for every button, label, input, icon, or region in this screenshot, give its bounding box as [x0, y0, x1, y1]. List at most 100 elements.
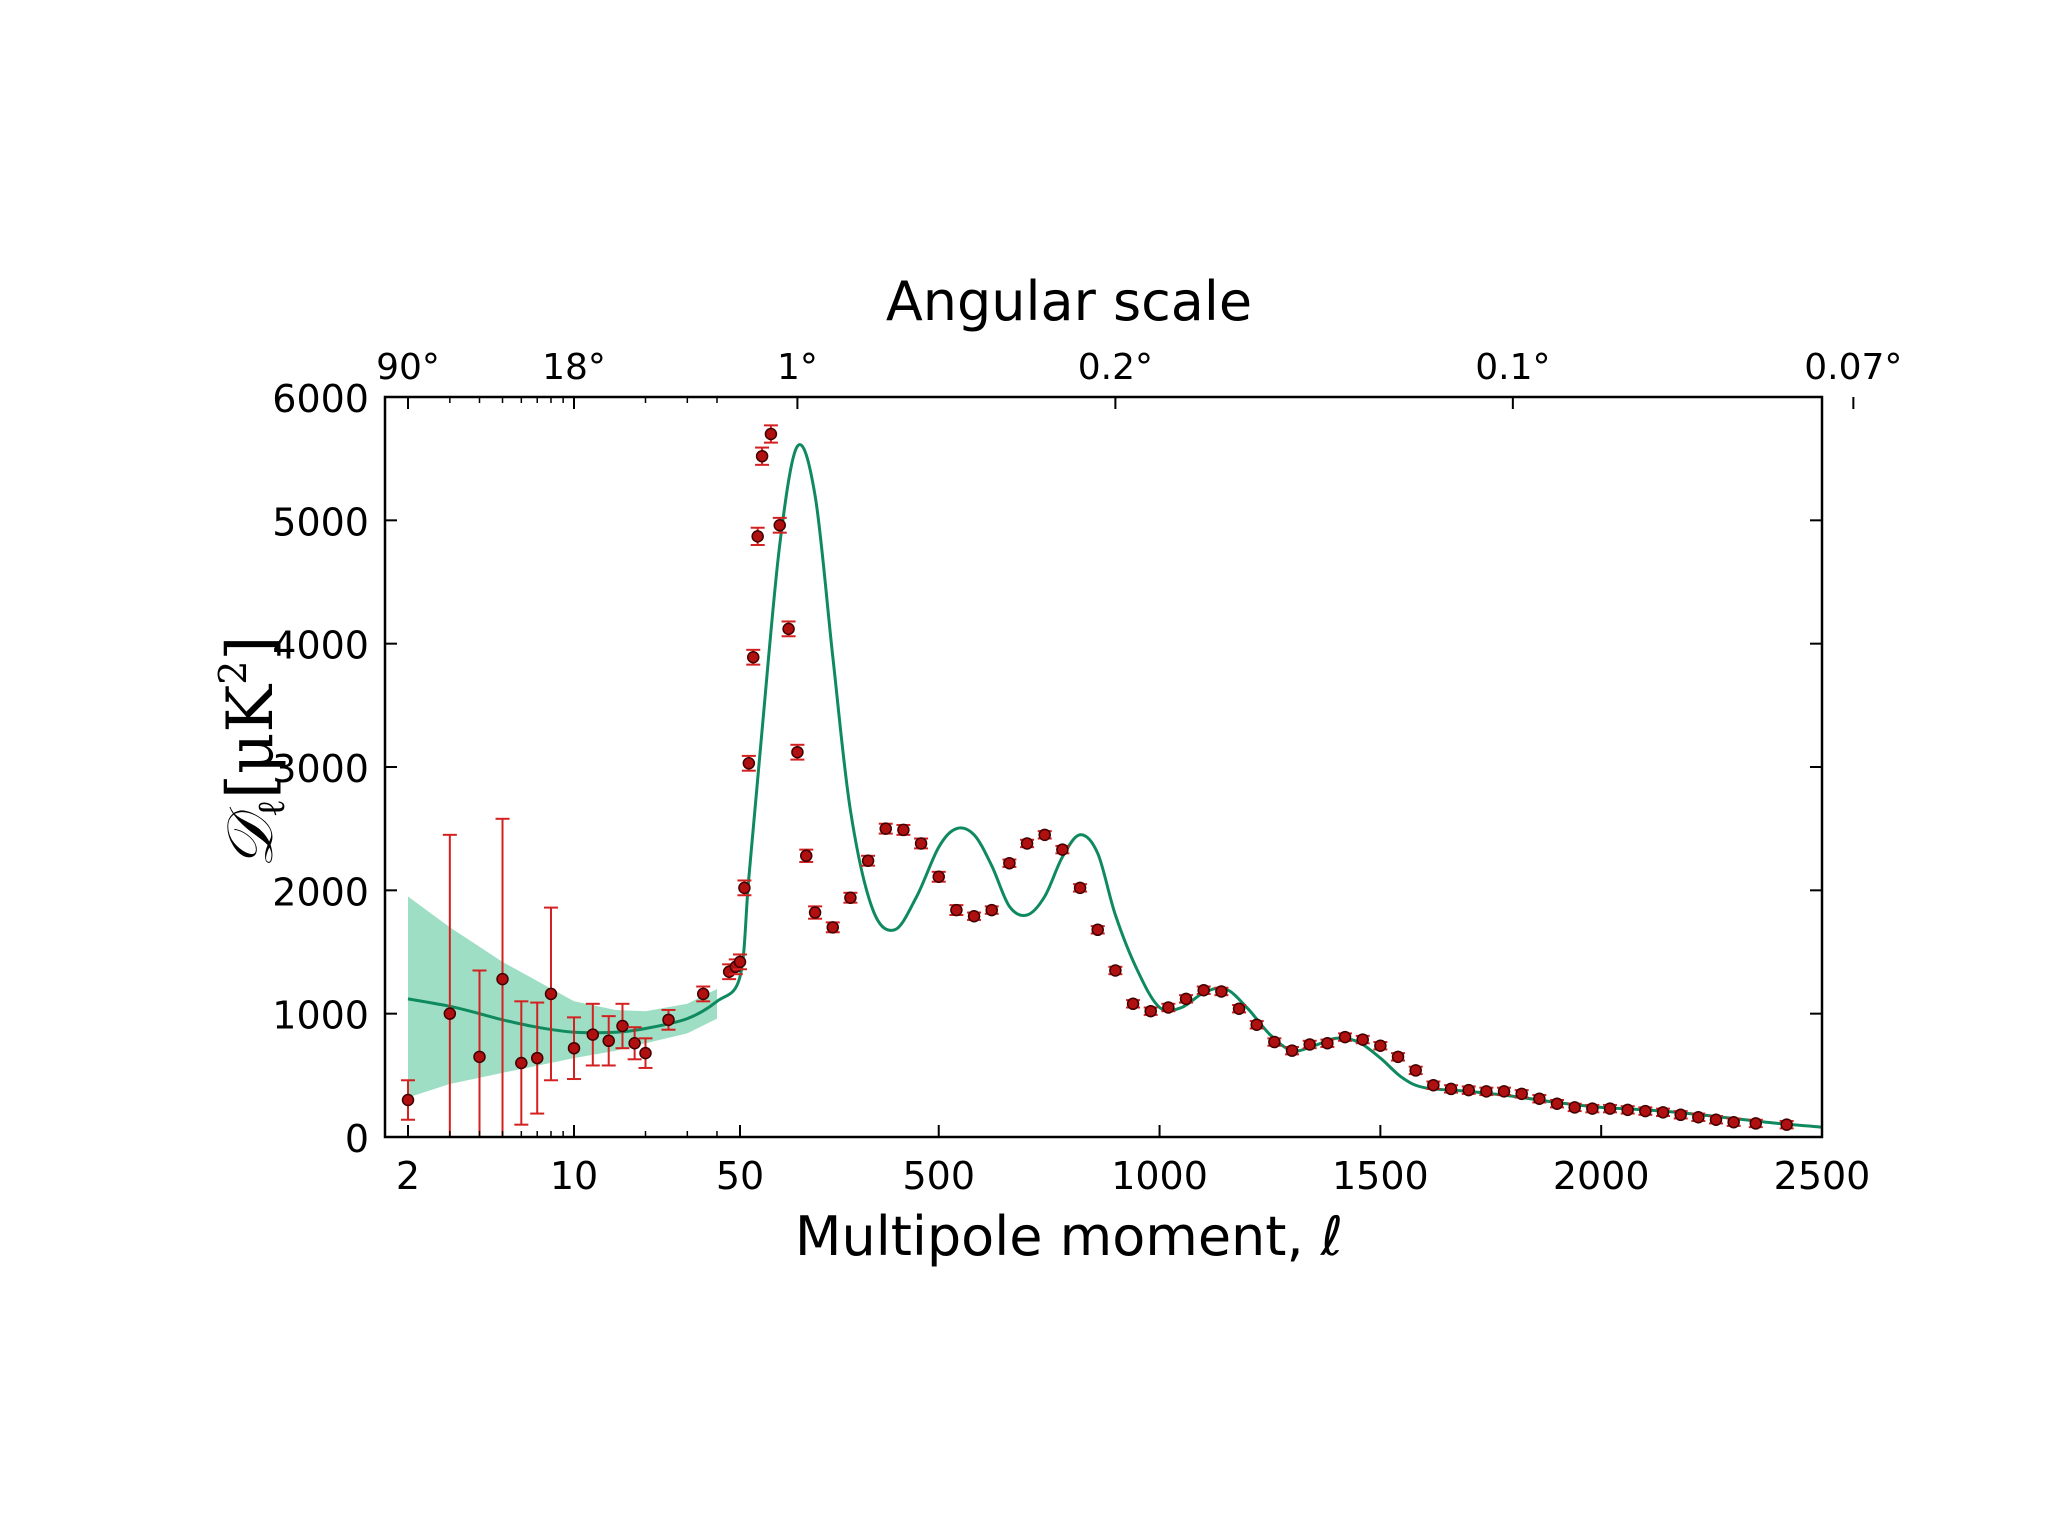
data-point: [1232, 1002, 1247, 1015]
data-marker: [844, 891, 857, 904]
data-marker: [1550, 1097, 1564, 1110]
y-axis-label-unit-sup: 2: [211, 661, 255, 685]
data-point: [1055, 843, 1070, 856]
data-point: [746, 648, 761, 666]
data-marker: [1427, 1078, 1440, 1092]
data-marker: [496, 972, 509, 986]
data-marker: [1215, 985, 1228, 998]
data-point: [1020, 837, 1035, 850]
data-marker: [1709, 1113, 1723, 1126]
data-marker: [1480, 1085, 1493, 1098]
data-point: [1779, 1118, 1794, 1131]
data-marker: [932, 870, 945, 884]
top-tick-label: 1°: [777, 347, 818, 388]
data-point: [1656, 1106, 1671, 1119]
data-point: [1391, 1050, 1406, 1064]
data-point: [931, 870, 946, 884]
data-marker: [1197, 983, 1210, 997]
data-marker: [1285, 1044, 1299, 1057]
data-point: [772, 516, 787, 534]
data-point: [1090, 923, 1105, 937]
data-point: [1073, 881, 1088, 895]
data-marker: [530, 1051, 544, 1065]
data-marker: [808, 906, 822, 919]
top-tick-label: 0.1°: [1475, 347, 1550, 388]
data-point: [1514, 1087, 1529, 1101]
x-axis-ticks: 2 10 50 500 1000 1500 2000 2500: [396, 1125, 1870, 1198]
data-marker: [1462, 1083, 1475, 1097]
data-point: [750, 526, 765, 546]
model-band-area: [408, 896, 717, 1098]
data-marker: [1409, 1064, 1422, 1077]
data-marker: [1268, 1035, 1281, 1049]
data-point: [1320, 1037, 1335, 1050]
data-marker: [1533, 1092, 1546, 1106]
data-marker: [696, 987, 710, 1001]
data-marker: [967, 909, 981, 923]
data-marker: [1586, 1102, 1599, 1115]
data-marker: [1109, 964, 1122, 977]
y-axis-label: 𝒟ℓ[μK2]: [211, 636, 293, 869]
data-marker: [1321, 1037, 1334, 1050]
data-marker: [1038, 828, 1051, 842]
x-tick-label: 2: [396, 1154, 420, 1198]
data-point: [1161, 1001, 1176, 1014]
data-marker: [733, 955, 747, 969]
data-point: [1355, 1033, 1370, 1046]
data-marker: [1444, 1082, 1458, 1096]
y-axis-label-sub: ℓ: [249, 799, 293, 817]
data-marker: [1020, 837, 1034, 850]
data-point: [696, 985, 711, 1003]
data-marker: [639, 1046, 652, 1060]
data-point: [914, 837, 929, 850]
top-tick-label: 18°: [542, 347, 606, 388]
data-marker: [1073, 881, 1087, 895]
data-point: [799, 848, 814, 863]
y-tick-label: 4000: [272, 624, 369, 668]
chart-title: Angular scale: [886, 270, 1252, 333]
top-tick-label: 90°: [376, 347, 440, 388]
data-marker: [1497, 1085, 1511, 1098]
data-marker: [1621, 1103, 1634, 1117]
data-point: [741, 754, 756, 772]
data-point: [808, 905, 823, 920]
data-marker: [782, 622, 795, 636]
data-point: [1249, 1018, 1264, 1032]
data-marker: [628, 1037, 641, 1050]
data-point: [896, 823, 911, 837]
data-point: [967, 909, 982, 923]
data-marker: [1144, 1004, 1157, 1018]
data-point: [1179, 992, 1194, 1006]
data-point: [601, 1015, 616, 1067]
data-point: [861, 854, 876, 867]
x-tick-label: 2500: [1774, 1154, 1871, 1198]
data-marker: [738, 881, 751, 895]
data-point: [1444, 1082, 1459, 1096]
data-marker: [544, 987, 558, 1001]
data-point: [530, 1001, 545, 1115]
x-tick-label: 1500: [1332, 1154, 1429, 1198]
data-point: [733, 953, 747, 971]
model-uncertainty-band: [408, 896, 717, 1098]
data-point: [1373, 1039, 1388, 1052]
data-point: [1479, 1085, 1494, 1098]
data-marker: [473, 1050, 486, 1064]
data-marker: [764, 427, 778, 441]
data-point: [737, 879, 752, 897]
top-tick-label: 0.2°: [1078, 347, 1153, 388]
x-tick-label: 500: [902, 1154, 975, 1198]
data-point: [1214, 985, 1229, 998]
x-tick-label: 10: [550, 1154, 598, 1198]
x-tick-label: 50: [716, 1154, 764, 1198]
y-axis-ticks: 0 1000 2000 3000 4000 5000 6000: [272, 377, 1822, 1161]
data-point: [615, 1002, 630, 1050]
data-marker: [897, 823, 910, 837]
data-point: [1726, 1115, 1741, 1129]
data-marker: [755, 449, 769, 463]
data-marker: [1727, 1115, 1740, 1129]
data-marker: [662, 1013, 675, 1027]
data-marker: [773, 519, 786, 532]
x-axis-label: Multipole moment, ℓ: [795, 1205, 1343, 1268]
data-point: [1532, 1092, 1547, 1106]
